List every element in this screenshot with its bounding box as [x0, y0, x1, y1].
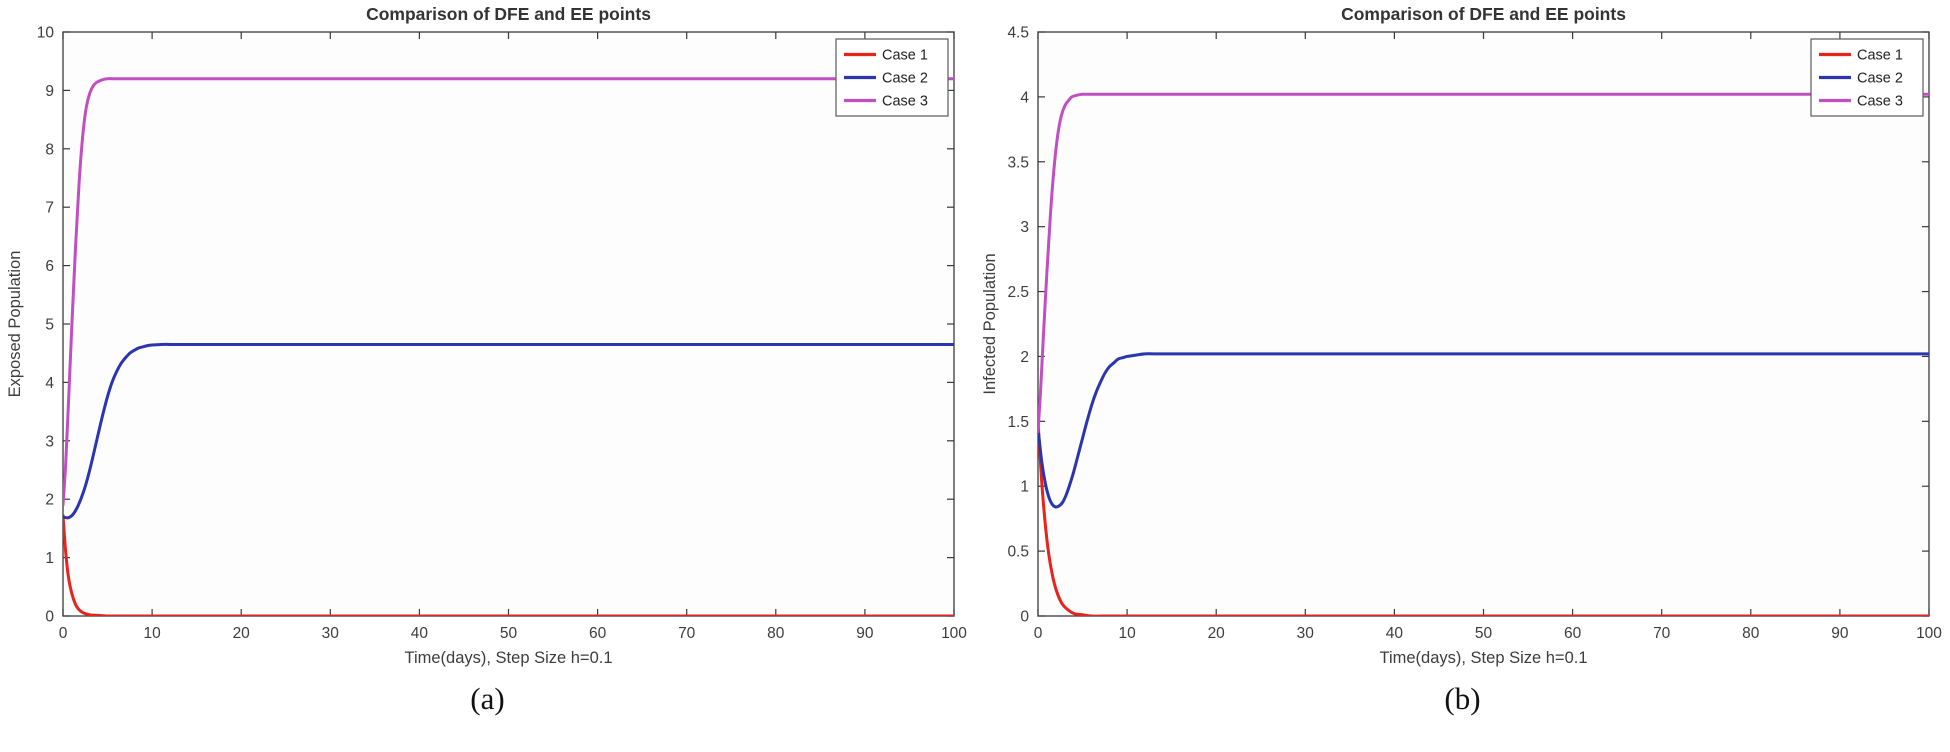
legend: Case 1 Case 2 Case 3	[835, 38, 949, 117]
svg-text:90: 90	[856, 625, 874, 642]
chart-title: Comparison of DFE and EE points	[1341, 4, 1626, 24]
svg-text:1: 1	[1020, 479, 1029, 496]
chart-title: Comparison of DFE and EE points	[366, 4, 651, 24]
series-line-case-2	[63, 342, 954, 520]
series-line-case-1	[1038, 419, 1929, 616]
x-axis-label: Time(days), Step Size h=0.1	[1379, 649, 1587, 667]
plot-area	[62, 31, 955, 617]
svg-text:4: 4	[1020, 89, 1029, 106]
plot-area	[1037, 31, 1930, 617]
svg-text:70: 70	[1653, 625, 1671, 642]
caption-b: (b)	[1444, 681, 1481, 716]
legend-label: Case 2	[882, 71, 928, 87]
svg-text:90: 90	[1831, 625, 1849, 642]
svg-text:30: 30	[322, 625, 340, 642]
panel-a: Comparison of DFE and EE points 0 10 20 30 40…	[5, 0, 970, 716]
legend-label: Case 3	[1857, 94, 1903, 110]
y-axis-label: Exposed Population	[6, 251, 24, 398]
svg-text:2: 2	[45, 492, 54, 509]
svg-text:0.5: 0.5	[1007, 544, 1029, 561]
legend-label: Case 3	[882, 94, 928, 110]
legend-label: Case 1	[1857, 48, 1903, 64]
series-line-case-1	[63, 514, 954, 616]
svg-text:0: 0	[59, 625, 68, 642]
series-line-case-3	[1038, 92, 1929, 434]
svg-text:10: 10	[143, 625, 161, 642]
svg-text:50: 50	[500, 625, 518, 642]
svg-text:3.5: 3.5	[1007, 154, 1029, 171]
svg-text:30: 30	[1297, 625, 1315, 642]
svg-text:4.5: 4.5	[1007, 25, 1029, 42]
svg-text:40: 40	[1386, 625, 1404, 642]
svg-text:20: 20	[233, 625, 251, 642]
exposed-population-chart: Comparison of DFE and EE points 0 10 20 30 40…	[5, 0, 970, 678]
svg-text:1.5: 1.5	[1007, 414, 1029, 431]
series-lines	[63, 77, 954, 616]
svg-text:3: 3	[1020, 219, 1029, 236]
svg-text:50: 50	[1475, 625, 1493, 642]
svg-text:0: 0	[45, 609, 54, 626]
panel-b: Comparison of DFE and EE points 0 10 20 30 40…	[975, 0, 1950, 752]
svg-text:100: 100	[1916, 625, 1942, 642]
svg-text:0: 0	[1020, 609, 1029, 626]
svg-text:5: 5	[45, 317, 54, 334]
svg-text:80: 80	[767, 625, 785, 642]
svg-text:3: 3	[45, 433, 54, 450]
svg-text:1: 1	[45, 550, 54, 567]
legend-label: Case 1	[882, 48, 928, 64]
x-axis-label: Time(days), Step Size h=0.1	[404, 649, 612, 667]
y-axis-label: Infected Population	[981, 253, 999, 394]
svg-text:9: 9	[45, 83, 54, 100]
tick-labels: 0 10 20 30 40 50 60 70 80 90 100 0 1 2 3 4 5 6 7 8 9 10	[37, 25, 968, 643]
svg-text:0: 0	[1034, 625, 1043, 642]
legend: Case 1 Case 2 Case 3	[1810, 38, 1924, 117]
svg-text:100: 100	[941, 625, 967, 642]
svg-text:20: 20	[1208, 625, 1226, 642]
svg-text:10: 10	[37, 25, 55, 42]
svg-text:8: 8	[45, 141, 54, 158]
series-lines	[1038, 92, 1929, 616]
svg-text:6: 6	[45, 258, 54, 275]
series-line-case-3	[63, 77, 954, 507]
svg-text:10: 10	[1118, 625, 1136, 642]
svg-text:7: 7	[45, 200, 54, 217]
legend-label: Case 2	[1857, 71, 1903, 87]
infected-population-chart: Comparison of DFE and EE points 0 10 20 30 40…	[980, 0, 1945, 678]
series-line-case-2	[1038, 352, 1929, 509]
svg-text:60: 60	[1564, 625, 1582, 642]
svg-text:80: 80	[1742, 625, 1760, 642]
svg-text:2: 2	[1020, 349, 1029, 366]
svg-text:4: 4	[45, 375, 54, 392]
svg-text:2.5: 2.5	[1007, 284, 1029, 301]
svg-text:60: 60	[589, 625, 607, 642]
tick-labels: 0 10 20 30 40 50 60 70 80 90 100 0 0.5 1 1.5 2 2.5 3 3.5 4 4…	[1007, 25, 1942, 643]
caption-a: (a)	[470, 681, 505, 716]
svg-text:70: 70	[678, 625, 696, 642]
svg-text:40: 40	[411, 625, 429, 642]
